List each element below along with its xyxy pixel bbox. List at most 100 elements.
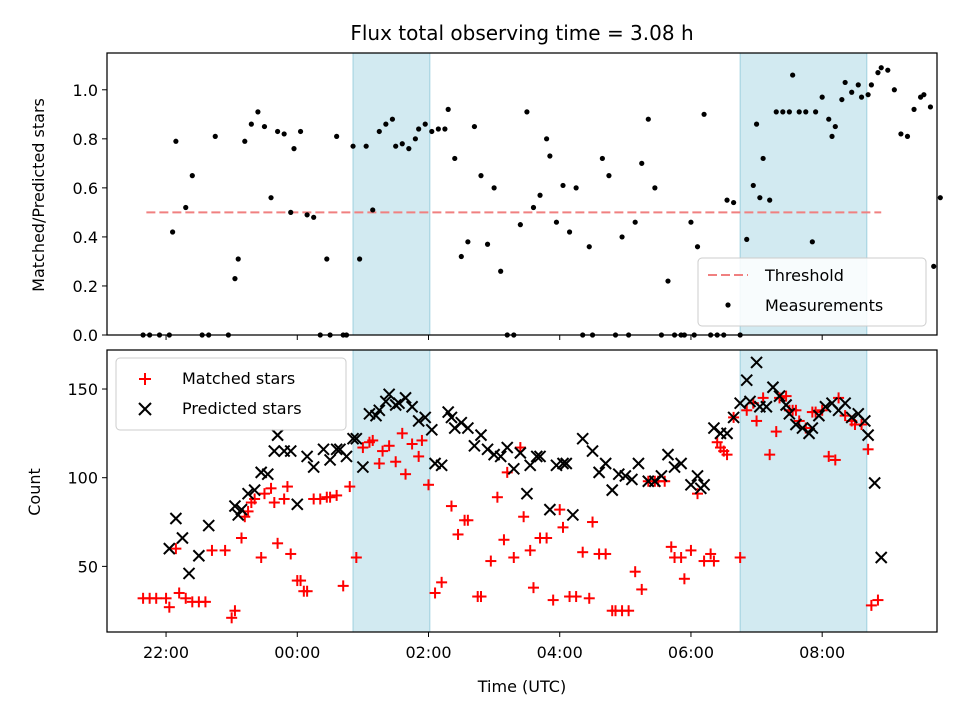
- x-tick-label: 08:00: [799, 643, 845, 662]
- measurement-point: [904, 133, 911, 139]
- predicted-star-point: [668, 460, 681, 474]
- y-tick-label: 100: [67, 469, 98, 488]
- measurement-point: [855, 82, 861, 88]
- measurement-point: [324, 256, 330, 262]
- predicted-star-point: [323, 453, 337, 467]
- matched-star-point: [170, 543, 182, 555]
- predicted-star-point: [399, 391, 412, 405]
- matched-star-point: [268, 497, 280, 509]
- predicted-star-point: [248, 483, 261, 497]
- predicted-star-point: [530, 450, 543, 463]
- predicted-star-point: [720, 427, 734, 440]
- matched-star-point: [514, 442, 526, 454]
- predicted-star-point: [419, 411, 432, 424]
- measurement-point: [819, 94, 825, 100]
- predicted-star-point: [586, 444, 599, 458]
- matched-star-point: [764, 449, 776, 461]
- predicted-star-point: [389, 398, 402, 412]
- predicted-star-point: [543, 503, 557, 516]
- predicted-star-point: [556, 457, 570, 470]
- predicted-star-point: [228, 499, 242, 513]
- matched-star-point: [665, 541, 677, 553]
- measurement-point: [665, 278, 671, 284]
- matched-star-point: [508, 552, 520, 564]
- matched-star-point: [751, 415, 763, 427]
- x-tick-label: 06:00: [668, 643, 714, 662]
- measurement-point: [701, 111, 707, 117]
- matched-star-point: [390, 456, 402, 468]
- measurement-point: [183, 204, 189, 211]
- measurement-point: [389, 116, 396, 122]
- y-tick-label: 0.8: [73, 130, 98, 149]
- measurement-point: [809, 239, 815, 245]
- matched-star-point: [780, 390, 792, 402]
- predicted-star-point: [268, 444, 281, 458]
- measurement-point: [632, 219, 638, 225]
- matched-star-point: [554, 504, 566, 516]
- matched-star-point: [324, 491, 336, 503]
- measurement-point: [875, 70, 881, 76]
- matched-star-point: [770, 426, 782, 438]
- matched-star-point: [377, 445, 389, 457]
- measurement-point: [524, 109, 530, 115]
- predicted-star-point: [520, 487, 534, 500]
- matched-star-point: [833, 392, 845, 404]
- matched-star-point: [705, 548, 717, 560]
- measurement-point: [370, 207, 376, 213]
- matched-star-point: [823, 450, 835, 462]
- measurement-point: [842, 79, 848, 86]
- predicted-star-point: [202, 519, 215, 532]
- measurement-point: [471, 123, 478, 130]
- matched-star-point: [721, 449, 733, 461]
- measurement-point: [878, 65, 884, 71]
- bottom-y-axis-label: Count: [25, 468, 44, 516]
- measurement-point: [757, 195, 763, 201]
- predicted-star-point: [330, 443, 343, 456]
- measurement-point: [724, 197, 730, 203]
- predicted-star-point: [523, 459, 537, 472]
- predicted-star-point: [619, 469, 632, 483]
- matched-star-point: [698, 555, 710, 567]
- measurement-point: [832, 123, 838, 130]
- measurement-point: [350, 143, 356, 149]
- predicted-star-point: [340, 450, 353, 463]
- matched-star-point: [344, 481, 356, 493]
- predicted-star-point: [507, 462, 521, 476]
- matched-star-point: [636, 583, 648, 595]
- matched-star-point: [445, 500, 457, 512]
- predicted-star-point: [501, 441, 514, 454]
- measurement-point: [268, 195, 274, 201]
- measurement-point: [767, 197, 773, 203]
- measurement-point: [606, 173, 612, 179]
- matched-star-point: [577, 546, 589, 558]
- matched-star-point: [583, 592, 595, 604]
- matched-star-point: [872, 594, 884, 606]
- predicted-star-point: [284, 444, 297, 458]
- predicted-star-point: [625, 473, 639, 486]
- bottom-x-ticks: 22:00 00:00 02:00 04:00 06:00 08:00: [143, 632, 845, 662]
- matched-star-point: [741, 404, 753, 416]
- predicted-star-point: [606, 483, 619, 497]
- predicted-star-point: [317, 443, 330, 456]
- matched-star-point: [400, 468, 412, 480]
- predicted-star-point: [845, 411, 858, 424]
- measurement-point: [586, 244, 592, 250]
- matched-star-point: [675, 552, 687, 564]
- measurement-point: [566, 229, 573, 235]
- predicted-star-point: [514, 446, 527, 460]
- matched-star-point: [199, 596, 211, 608]
- bottom-axes-frame: [106, 349, 938, 633]
- predicted-star-point: [474, 428, 488, 442]
- bottom-predicted-points: [163, 356, 888, 580]
- measurement-point: [731, 199, 737, 206]
- measurement-point: [465, 239, 471, 245]
- measurement-point: [311, 214, 317, 220]
- measurement-point: [858, 94, 865, 100]
- matched-star-point: [685, 544, 697, 556]
- matched-star-point: [281, 481, 293, 493]
- matched-star-point: [219, 544, 231, 556]
- predicted-star-point: [494, 450, 507, 463]
- measurement-point: [885, 67, 891, 73]
- matched-star-point: [600, 548, 612, 560]
